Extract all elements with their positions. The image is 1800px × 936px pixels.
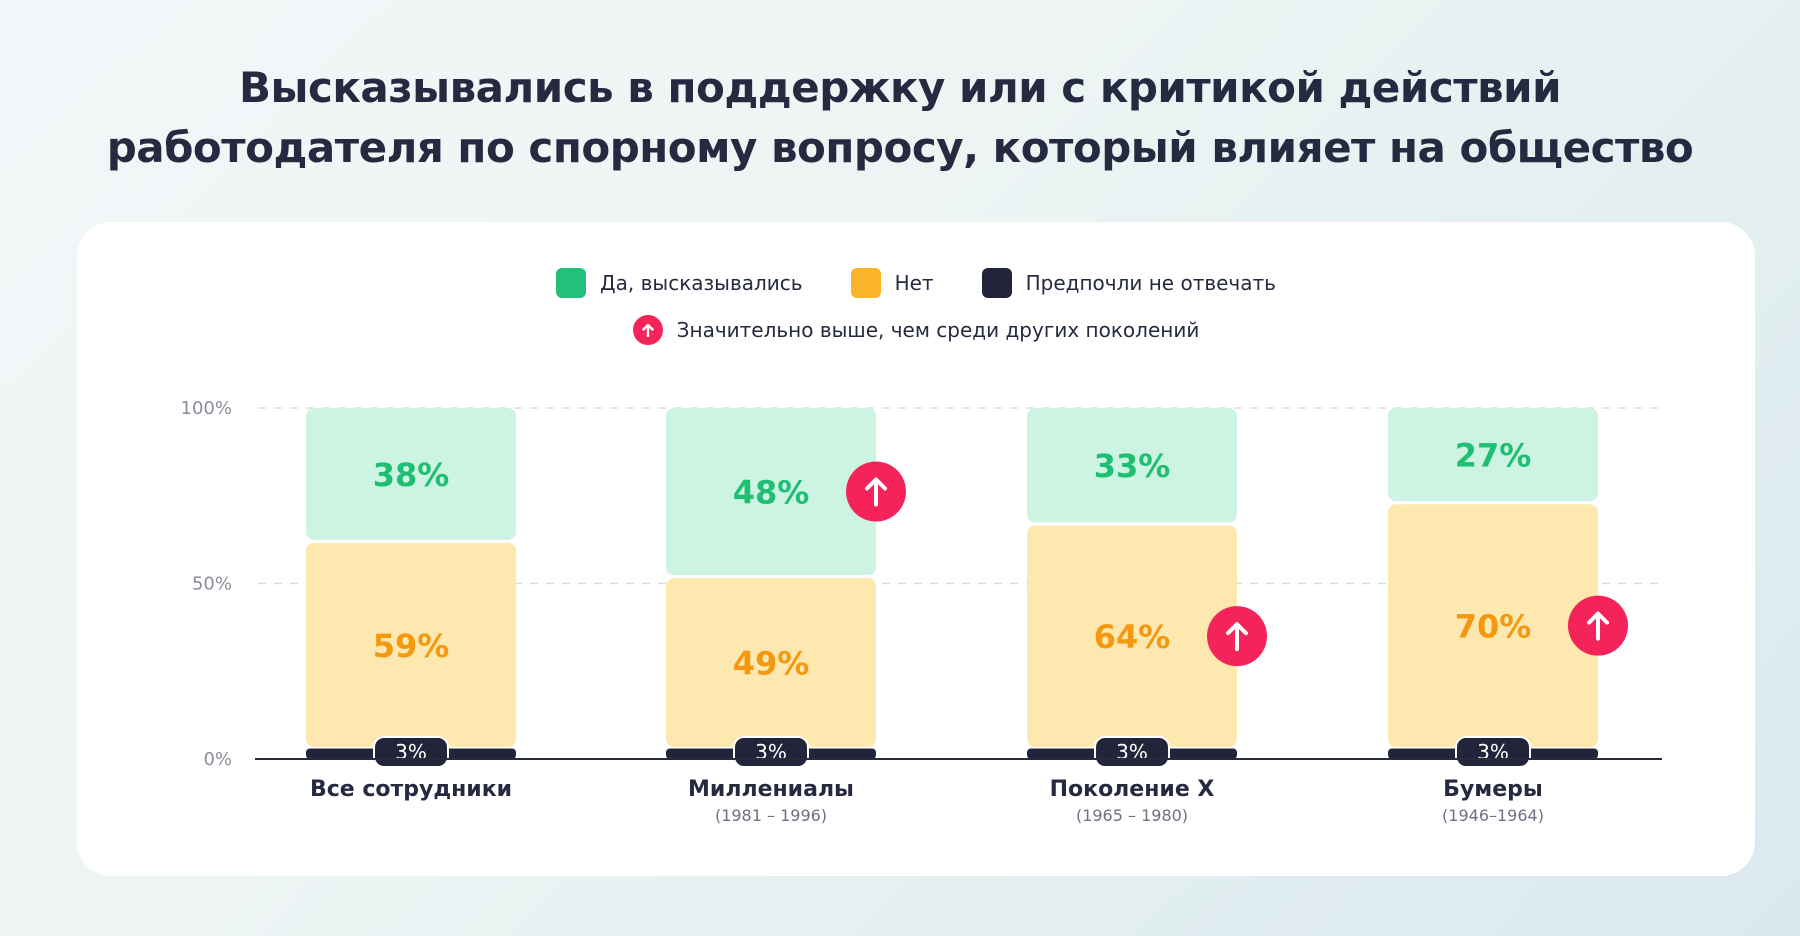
bar-value-label-prefer-not: 3% <box>755 740 787 764</box>
bar-value-label-prefer-not: 3% <box>1477 740 1509 764</box>
significance-marker-arrow <box>865 477 887 507</box>
legend-significance: Значительно выше, чем среди других покол… <box>77 315 1755 345</box>
legend-swatch-prefer-not <box>981 268 1012 298</box>
arrow-up-icon <box>632 315 663 345</box>
arrow-up-icon <box>846 461 906 522</box>
x-category-sublabel: (1981 – 1996) <box>715 806 827 825</box>
legend-item-no: Нет <box>850 268 934 298</box>
significance-marker-arrow <box>1226 622 1248 652</box>
legend-label-prefer-not: Предпочли не отвечать <box>1025 271 1276 295</box>
bar-value-label-no: 64% <box>1094 618 1171 656</box>
bar-value-label-no: 59% <box>373 627 450 665</box>
bar-value-label-yes: 38% <box>373 456 450 494</box>
x-category-label: Поколение X <box>1050 777 1215 802</box>
bar-segment-no <box>666 577 876 747</box>
bar-segment-yes <box>1388 408 1598 502</box>
chart-title: Высказывались в поддержку или с критикой… <box>0 58 1800 178</box>
legend-swatch-no <box>850 268 881 298</box>
y-tick-label: 50% <box>192 574 232 595</box>
legend-swatch-yes <box>556 268 587 298</box>
legend-label-yes: Да, высказывались <box>600 271 803 295</box>
x-category-label: Миллениалы <box>688 777 854 802</box>
bar-value-label-prefer-not: 3% <box>395 740 427 764</box>
x-category-label: Все сотрудники <box>310 777 512 802</box>
bar-segment-yes <box>666 408 876 575</box>
y-tick-label: 0% <box>203 749 232 770</box>
y-tick-label: 100% <box>181 398 232 419</box>
chart-title-line-1: Высказывались в поддержку или с критикой… <box>238 63 1562 112</box>
bar-value-label-no: 49% <box>733 644 810 682</box>
bar-segment-no <box>1027 525 1237 747</box>
arrow-up-icon <box>1568 595 1628 656</box>
legend-label-significant: Значительно выше, чем среди других покол… <box>676 318 1200 342</box>
legend-label-no: Нет <box>894 271 934 295</box>
bar-segment-no <box>306 542 516 747</box>
x-category-label: Бумеры <box>1443 777 1543 802</box>
bar-value-label-yes: 27% <box>1455 437 1532 475</box>
bar-segment-yes <box>1027 408 1237 523</box>
bar-segment-yes <box>306 408 516 540</box>
bar-segment-no <box>1388 504 1598 747</box>
chart-title-line-2: работодателя по спорному вопросу, которы… <box>106 123 1694 172</box>
x-category-sublabel: (1965 – 1980) <box>1076 806 1188 825</box>
bar-value-label-yes: 48% <box>733 473 810 511</box>
legend-item-yes: Да, высказывались <box>556 268 803 298</box>
legend-item-significant: Значительно выше, чем среди других покол… <box>632 315 1200 345</box>
bar-value-label-yes: 33% <box>1094 447 1171 485</box>
bar-value-label-no: 70% <box>1455 608 1532 646</box>
arrow-up-icon <box>1207 606 1267 667</box>
legend-item-prefer-not: Предпочли не отвечать <box>981 268 1276 298</box>
legend: Да, высказывались Нет Предпочли не отвеч… <box>77 268 1755 298</box>
bar-value-label-prefer-not: 3% <box>1116 740 1148 764</box>
significance-marker-arrow <box>1587 611 1609 641</box>
x-category-sublabel: (1946–1964) <box>1442 806 1544 825</box>
